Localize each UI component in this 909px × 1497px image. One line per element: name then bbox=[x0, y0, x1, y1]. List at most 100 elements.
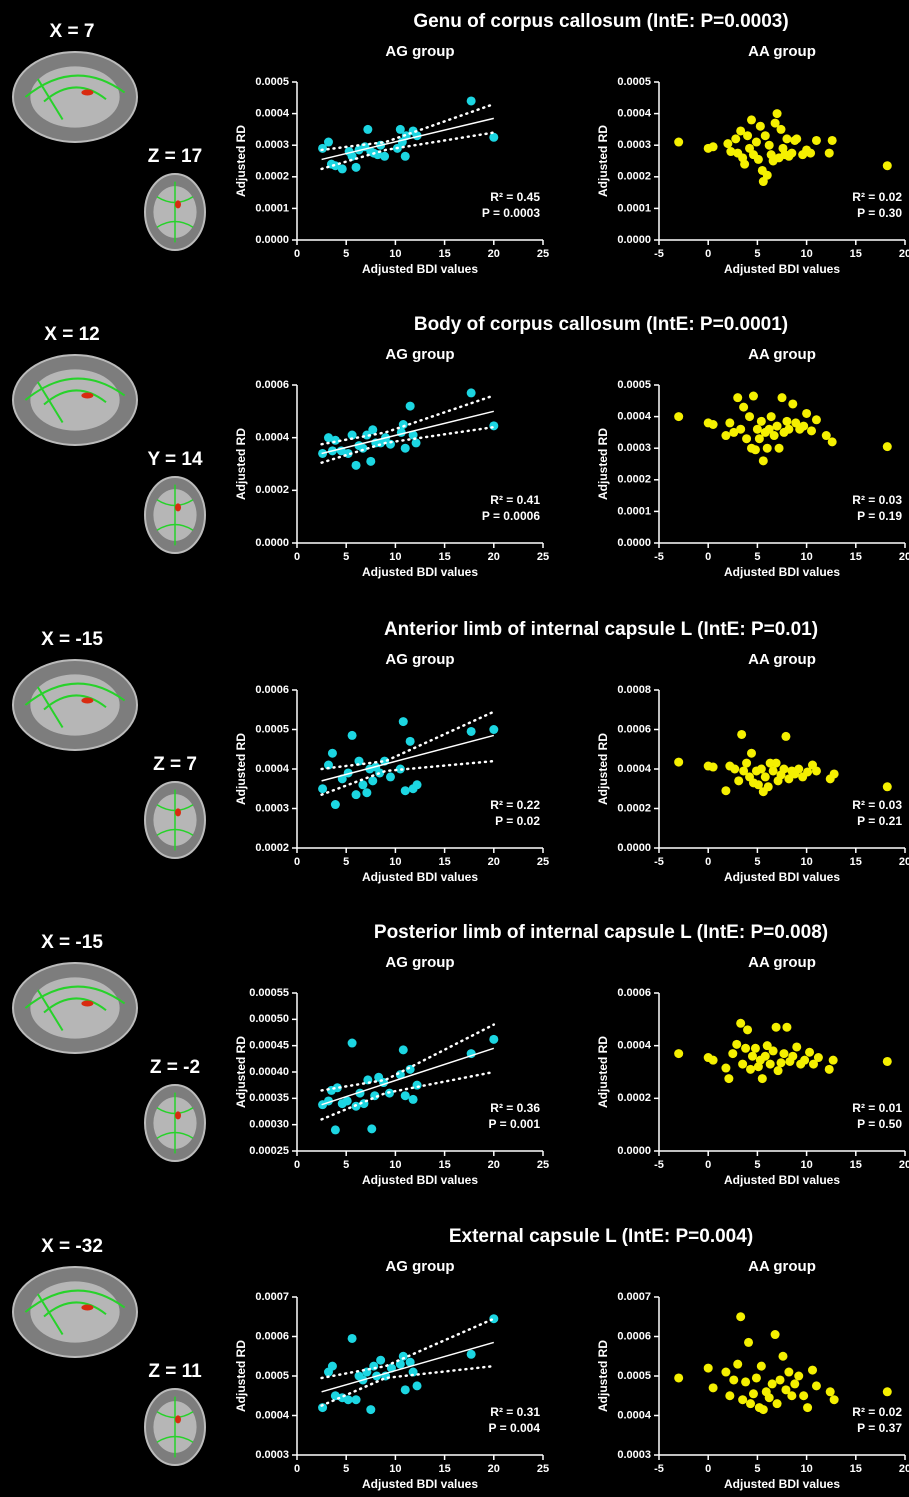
cluster bbox=[175, 200, 181, 208]
x-tick-label: 5 bbox=[343, 1159, 349, 1171]
x-tick-label: 10 bbox=[800, 551, 812, 563]
data-point bbox=[800, 1056, 809, 1065]
x-tick-label: 0 bbox=[705, 551, 711, 563]
y-tick-label: 0.0001 bbox=[255, 202, 289, 214]
data-point bbox=[399, 717, 408, 726]
data-point bbox=[787, 149, 796, 158]
y-tick-label: 0.0000 bbox=[617, 1145, 651, 1157]
y-tick-label: 0.0002 bbox=[617, 474, 651, 486]
x-tick-label: -5 bbox=[654, 856, 664, 868]
stat-annotation: R² = 0.31 bbox=[490, 1405, 540, 1419]
data-point bbox=[775, 444, 784, 453]
x-tick-label: 15 bbox=[850, 551, 862, 563]
x-axis-label: Adjusted BDI values bbox=[362, 1477, 478, 1491]
data-point bbox=[489, 1314, 498, 1323]
y-tick-label: 0.0005 bbox=[617, 379, 651, 391]
data-point bbox=[772, 1023, 781, 1032]
data-point bbox=[772, 759, 781, 768]
data-point bbox=[778, 1352, 787, 1361]
data-point bbox=[709, 420, 718, 429]
y-tick-label: 0.0002 bbox=[255, 484, 289, 496]
data-point bbox=[828, 136, 837, 145]
data-point bbox=[328, 749, 337, 758]
chart-subtitle: AG group bbox=[385, 1258, 454, 1275]
row-title: Posterior limb of internal capsule L (In… bbox=[374, 922, 828, 943]
data-point bbox=[746, 1065, 755, 1074]
x-tick-label: 10 bbox=[800, 856, 812, 868]
data-point bbox=[812, 415, 821, 424]
data-point bbox=[761, 772, 770, 781]
y-axis-label: Adjusted RD bbox=[596, 1340, 610, 1412]
chart-subtitle: AG group bbox=[385, 346, 454, 363]
data-point bbox=[776, 1375, 785, 1384]
x-tick-label: 15 bbox=[850, 248, 862, 260]
data-point bbox=[399, 420, 408, 429]
data-point bbox=[883, 161, 892, 170]
data-point bbox=[729, 1375, 738, 1384]
y-axis-label: Adjusted RD bbox=[234, 428, 248, 500]
y-tick-label: 0.0002 bbox=[617, 802, 651, 814]
x-tick-label: -5 bbox=[654, 551, 664, 563]
x-tick-label: 15 bbox=[850, 856, 862, 868]
data-point bbox=[401, 1385, 410, 1394]
data-point bbox=[758, 1074, 767, 1083]
data-point bbox=[778, 393, 787, 402]
y-tick-label: 0.0006 bbox=[255, 1330, 289, 1342]
x-tick-label: 15 bbox=[850, 1463, 862, 1475]
y-tick-label: 0.0008 bbox=[617, 684, 651, 696]
x-tick-label: 10 bbox=[800, 1463, 812, 1475]
data-point bbox=[723, 139, 732, 148]
y-tick-label: 0.0006 bbox=[617, 723, 651, 735]
stat-annotation: R² = 0.02 bbox=[852, 190, 902, 204]
x-tick-label: 15 bbox=[850, 1159, 862, 1171]
y-tick-label: 0.00055 bbox=[249, 987, 289, 999]
data-point bbox=[757, 417, 766, 426]
stat-annotation: P = 0.0003 bbox=[482, 206, 540, 220]
x-tick-label: 10 bbox=[389, 248, 401, 260]
data-point bbox=[743, 1025, 752, 1034]
stat-annotation: P = 0.004 bbox=[489, 1421, 541, 1435]
data-point bbox=[489, 725, 498, 734]
x-tick-label: 10 bbox=[389, 856, 401, 868]
x-tick-label: 0 bbox=[705, 1463, 711, 1475]
y-tick-label: 0.0002 bbox=[617, 171, 651, 183]
chart-subtitle: AA group bbox=[748, 1258, 816, 1275]
data-point bbox=[767, 412, 776, 421]
slice-label: X = -15 bbox=[41, 629, 103, 650]
y-tick-label: 0.0000 bbox=[617, 537, 651, 549]
data-point bbox=[732, 1040, 741, 1049]
x-axis-label: Adjusted BDI values bbox=[724, 1173, 840, 1187]
x-tick-label: 0 bbox=[705, 1159, 711, 1171]
y-tick-label: 0.0000 bbox=[617, 234, 651, 246]
x-tick-label: 15 bbox=[438, 551, 450, 563]
data-point bbox=[709, 1056, 718, 1065]
data-point bbox=[721, 1064, 730, 1073]
data-point bbox=[730, 765, 739, 774]
data-point bbox=[746, 1399, 755, 1408]
data-point bbox=[467, 727, 476, 736]
data-point bbox=[733, 393, 742, 402]
data-point bbox=[752, 138, 761, 147]
data-point bbox=[788, 1052, 797, 1061]
data-point bbox=[413, 1381, 422, 1390]
data-point bbox=[774, 1066, 783, 1075]
x-tick-label: 5 bbox=[343, 856, 349, 868]
data-point bbox=[331, 800, 340, 809]
data-point bbox=[413, 780, 422, 789]
data-point bbox=[736, 1019, 745, 1028]
data-point bbox=[830, 1395, 839, 1404]
x-tick-label: 0 bbox=[294, 1463, 300, 1475]
data-point bbox=[401, 152, 410, 161]
y-axis-label: Adjusted RD bbox=[596, 428, 610, 500]
x-axis-label: Adjusted BDI values bbox=[724, 1477, 840, 1491]
data-point bbox=[779, 1049, 788, 1058]
data-point bbox=[467, 96, 476, 105]
cluster bbox=[81, 698, 93, 704]
y-tick-label: 0.0006 bbox=[617, 1330, 651, 1342]
data-point bbox=[742, 759, 751, 768]
x-tick-label: 5 bbox=[754, 1463, 760, 1475]
chart-subtitle: AA group bbox=[748, 651, 816, 668]
data-point bbox=[489, 421, 498, 430]
row-title: Anterior limb of internal capsule L (Int… bbox=[384, 619, 818, 640]
y-tick-label: 0.00035 bbox=[249, 1092, 289, 1104]
